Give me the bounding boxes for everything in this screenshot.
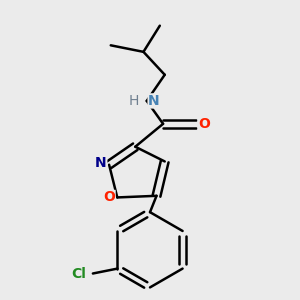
Text: Cl: Cl <box>72 266 87 280</box>
Text: O: O <box>103 190 115 204</box>
Text: O: O <box>198 117 210 131</box>
Text: N: N <box>148 94 160 108</box>
Text: N: N <box>95 156 107 170</box>
Text: H: H <box>129 94 140 108</box>
